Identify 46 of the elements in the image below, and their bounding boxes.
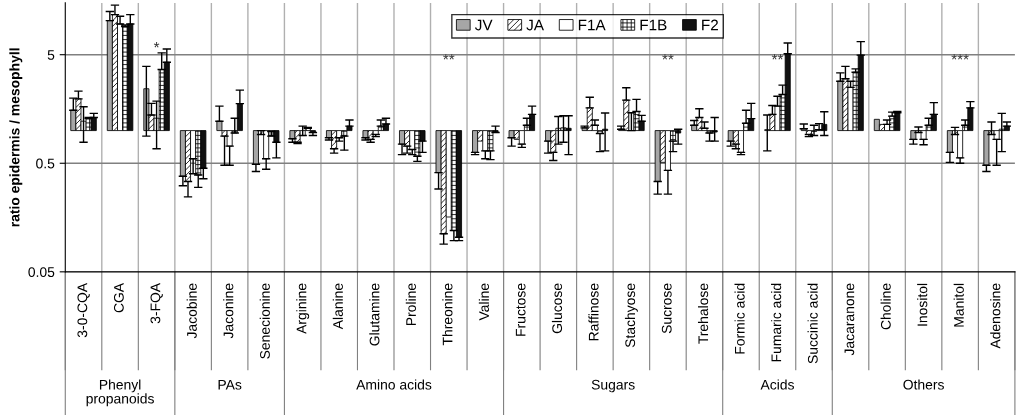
x-tick-label: Jacaranone (844, 283, 855, 356)
x-tick-label: Inositol (917, 283, 928, 326)
x-tick-label: Manitol (953, 283, 964, 327)
x-tick-label: Formic acid (734, 283, 745, 354)
x-tick-label: Fumaric acid (771, 283, 782, 362)
y-tick-label: 0.05 (28, 267, 55, 277)
annotation: * (153, 42, 160, 48)
text: Others (903, 379, 944, 390)
x-tick-label: Succinic acid (807, 283, 818, 364)
y-tick-label: 0.5 (36, 158, 55, 169)
text: Phenyl propanoids (86, 379, 154, 407)
x-tick-label: Sucrose (661, 283, 672, 334)
y-axis-title: ratio epidermis / mesophyll (9, 48, 23, 227)
x-tick-label: Fructose (515, 283, 526, 336)
x-tick-label: Proline (405, 283, 416, 326)
legend-label: F2 (702, 19, 718, 31)
legend-label: F1A (578, 19, 606, 31)
text: Sugars (591, 379, 635, 393)
x-tick-label: Stachyose (624, 283, 638, 348)
x-tick-label: CGA (113, 282, 124, 313)
annotation: *** (951, 54, 969, 60)
legend-label: JV (474, 19, 493, 31)
annotation: ** (443, 54, 455, 60)
x-tick-label: Valine (478, 283, 490, 321)
x-tick-label: 3-FQA (150, 282, 163, 324)
x-tick-label: Glucose (551, 283, 563, 334)
annotation: ** (771, 54, 784, 60)
x-tick-label: Raffinose (588, 283, 599, 341)
x-tick-label: Adenosine (990, 283, 1001, 349)
x-tick-label: Glutamine (369, 283, 380, 346)
text: Amino acids (356, 379, 432, 390)
x-tick-label: Threonine (442, 283, 453, 346)
legend-label: F1B (640, 19, 667, 31)
annotation: ** (662, 54, 674, 60)
x-tick-label: Jacobine (186, 283, 197, 339)
legend-label: JA (526, 19, 544, 31)
x-tick-label: Jaconine (223, 283, 234, 339)
text: PAs (218, 379, 242, 390)
x-tick-label: Trehalose (697, 283, 709, 344)
x-tick-label: Senecionine (259, 283, 270, 359)
x-tick-label: Arginine (296, 283, 310, 334)
x-tick-label: Alanine (332, 283, 343, 330)
x-tick-label: 3-0-CQA (77, 282, 90, 338)
y-tick-label: 5 (47, 50, 55, 60)
text: Acids (760, 379, 794, 390)
x-tick-label: Choline (880, 283, 891, 330)
